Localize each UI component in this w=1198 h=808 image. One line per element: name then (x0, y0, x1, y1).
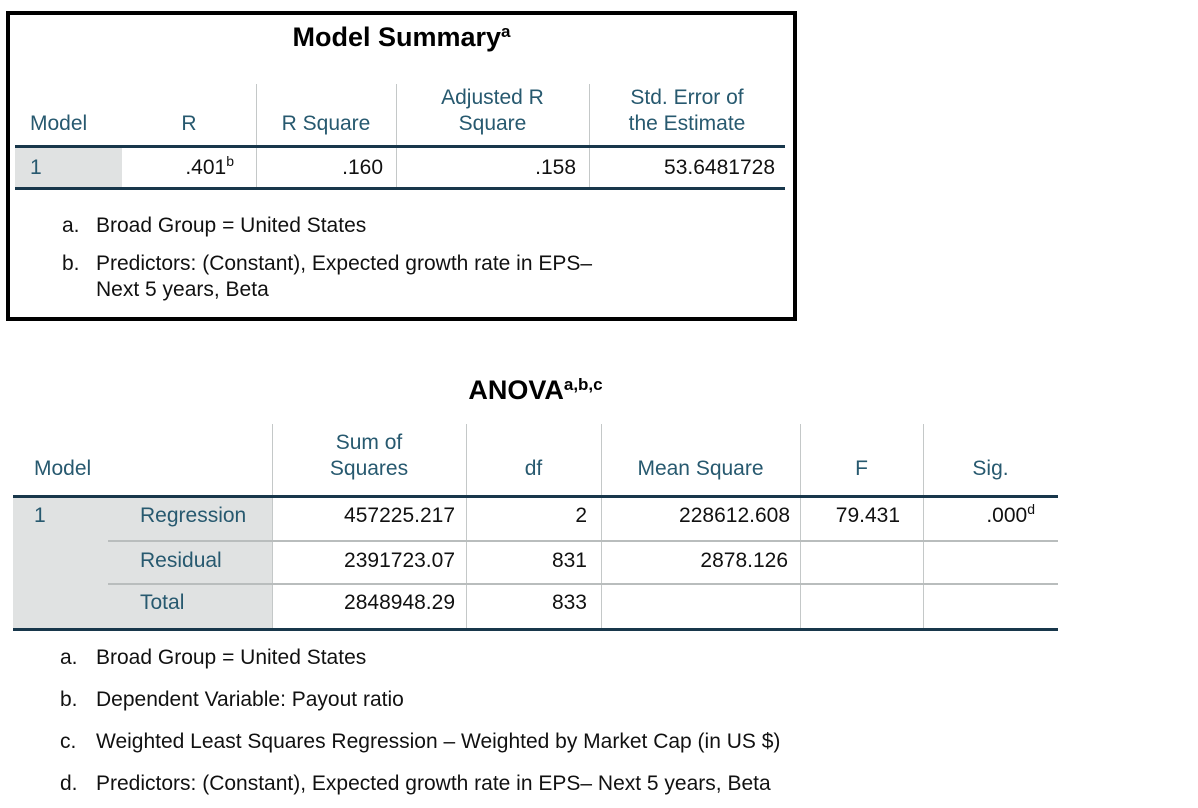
footnote-marker: d. (60, 772, 78, 795)
column-divider (589, 84, 590, 187)
footnote-marker: b. (60, 688, 78, 711)
r-value-superscript: b (226, 153, 234, 169)
cell-r-value: .401b (122, 153, 234, 182)
column-header-sum-of-squares: Sum of Squares (272, 430, 466, 482)
column-header-sig: Sig. (972, 457, 1009, 480)
column-divider (800, 424, 801, 628)
cell-model-number: 1 (30, 156, 42, 179)
column-divider (256, 84, 257, 187)
footnote-marker: c. (60, 730, 77, 753)
footnote-d: d. Predictors: (Constant), Expected grow… (60, 771, 771, 797)
model-summary-table: Model Summarya Model R R Square Adjusted… (6, 11, 797, 321)
header-rule (13, 495, 1058, 498)
cell-adjusted-r-square-value: .158 (535, 156, 576, 179)
row-label-regression: Regression (140, 504, 247, 527)
column-header-model: Model (34, 457, 92, 480)
cell-sum-of-squares: 2391723.07 (344, 549, 455, 572)
column-header-model: Model (30, 112, 88, 135)
row-divider (108, 540, 1058, 542)
cell-r-square-value: .160 (342, 156, 383, 179)
footnote-text: Predictors: (Constant), Expected growth … (96, 772, 771, 795)
cell-df: 831 (551, 549, 587, 572)
footnote-marker: b. (62, 252, 80, 275)
row-divider (108, 583, 1058, 585)
cell-mean-square: 2878.126 (700, 549, 788, 572)
sig-superscript: d (1027, 501, 1035, 517)
model-summary-title-superscript: a (501, 22, 511, 41)
sig-value: .000 (986, 504, 1028, 527)
footnote-line: Next 5 years, Beta (96, 278, 269, 301)
footnote-a: a. Broad Group = United States (62, 213, 366, 239)
column-divider (466, 424, 467, 628)
column-header-df: df (524, 457, 543, 480)
footnote-marker: a. (62, 214, 80, 237)
cell-df: 833 (551, 591, 587, 614)
footnote-b: b. Predictors: (Constant), Expected grow… (62, 251, 592, 303)
anova-title: ANOVAa,b,c (13, 375, 1058, 408)
column-header-mean-square: Mean Square (637, 457, 764, 480)
header-line: Sum of (335, 431, 403, 454)
header-line: Squares (329, 457, 409, 480)
footnote-text: Weighted Least Squares Regression – Weig… (96, 730, 781, 753)
model-summary-title-text: Model Summary (292, 22, 502, 52)
column-divider (601, 424, 602, 628)
column-header-r: R (181, 112, 197, 135)
column-divider (396, 84, 397, 187)
cell-mean-square: 228612.608 (679, 504, 790, 527)
cell-f: 79.431 (835, 504, 900, 527)
footnote-c: c. Weighted Least Squares Regression – W… (60, 729, 780, 755)
footnote-line: Broad Group = United States (96, 214, 367, 237)
footnote-text: Broad Group = United States (96, 213, 366, 239)
column-header-r-square: R Square (281, 112, 371, 135)
footnote-text: Dependent Variable: Payout ratio (96, 688, 404, 711)
footnote-a: a. Broad Group = United States (60, 645, 366, 671)
column-header-f: F (855, 457, 868, 480)
r-value: .401 (185, 156, 227, 179)
header-rule (15, 145, 785, 148)
cell-std-error-value: 53.6481728 (664, 156, 775, 179)
cell-df: 2 (575, 504, 587, 527)
column-header-adjusted-r-square: Adjusted R Square (396, 85, 589, 137)
cell-sum-of-squares: 2848948.29 (344, 591, 455, 614)
anova-title-text: ANOVA (468, 375, 564, 405)
table-bottom-rule (15, 187, 785, 190)
cell-sum-of-squares: 457225.217 (344, 504, 455, 527)
table-bottom-rule (13, 628, 1058, 631)
cell-model-number: 1 (34, 504, 46, 527)
footnote-line: Predictors: (Constant), Expected growth … (96, 252, 593, 275)
column-divider (923, 424, 924, 628)
footnote-marker: a. (60, 646, 78, 669)
row-label-shading (15, 148, 122, 187)
header-line: Std. Error of (630, 86, 744, 109)
cell-sig: .000d (923, 501, 1035, 530)
model-summary-title: Model Summarya (10, 22, 793, 55)
row-label-shading (13, 498, 272, 628)
footnote-text: Predictors: (Constant), Expected growth … (96, 251, 592, 303)
column-header-std-error: Std. Error of the Estimate (589, 85, 785, 137)
row-label-total: Total (140, 591, 185, 614)
header-line: Square (458, 112, 527, 135)
header-line: the Estimate (628, 112, 746, 135)
row-label-residual: Residual (140, 549, 222, 572)
footnote-b: b. Dependent Variable: Payout ratio (60, 687, 404, 713)
footnote-text: Broad Group = United States (96, 646, 367, 669)
column-divider (272, 424, 273, 628)
header-line: Adjusted R (441, 86, 544, 109)
anova-title-superscript: a,b,c (563, 375, 603, 394)
